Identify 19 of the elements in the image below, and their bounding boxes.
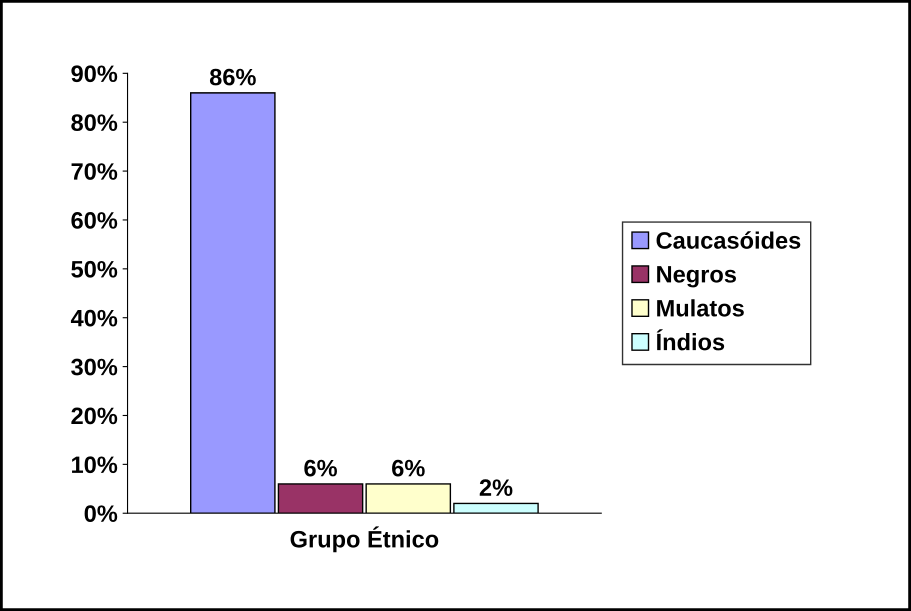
data-label: 6%: [304, 460, 337, 476]
y-tick-label: 10%: [72, 456, 118, 474]
legend-label: Índios: [656, 329, 724, 350]
data-label: 6%: [392, 460, 425, 476]
y-tick-label: 0%: [84, 505, 118, 522]
legend-label: Caucasóides: [656, 231, 800, 249]
data-label: 2%: [480, 479, 512, 496]
x-axis-title: Grupo Étnico: [290, 526, 438, 552]
y-tick-label: 80%: [71, 114, 118, 131]
y-tick-label: 30%: [71, 358, 118, 376]
y-tick-label: 40%: [70, 310, 118, 327]
y-tick-label: 20%: [71, 408, 118, 424]
data-label: 86%: [210, 68, 256, 86]
legend-label: Negros: [657, 266, 736, 288]
y-tick-label: 70%: [72, 163, 118, 180]
legend-label: Mulatos: [657, 299, 744, 317]
y-tick-label: 50%: [71, 260, 118, 278]
y-tick-label: 90%: [71, 65, 118, 82]
y-tick-label: 60%: [71, 212, 118, 229]
